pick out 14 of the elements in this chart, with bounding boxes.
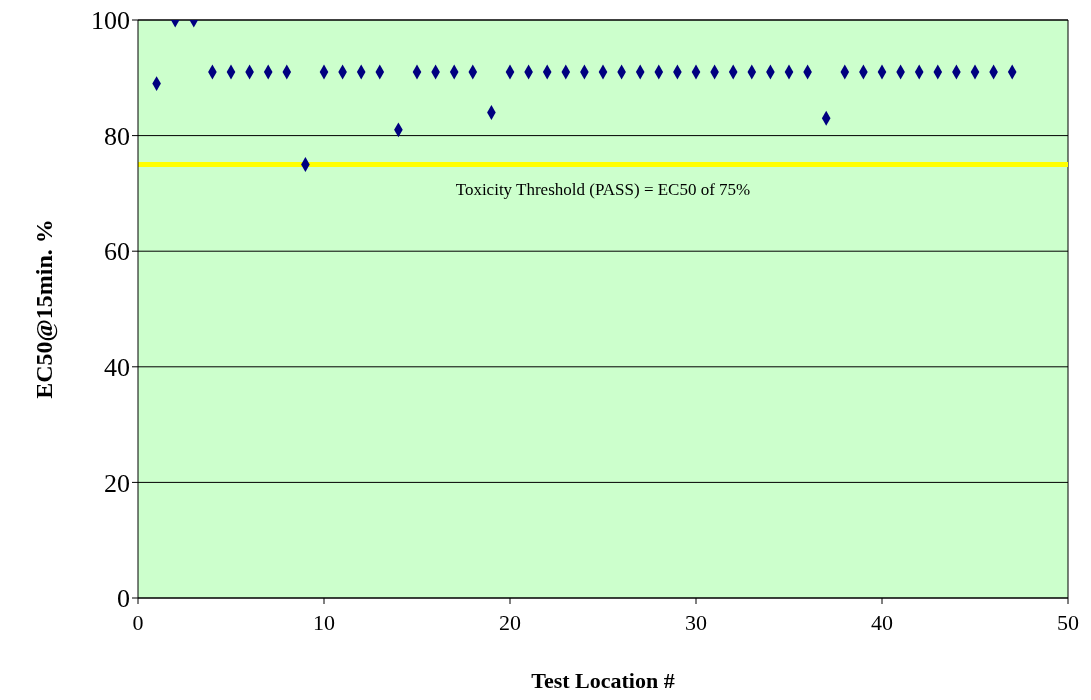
y-axis-title: EC50@15min. % [30,219,58,399]
x-tick-label: 10 [313,609,335,635]
y-tick-label: 60 [104,237,130,267]
y-tick-label: 80 [104,121,130,151]
x-tick-label: 30 [685,609,707,635]
x-axis-title: Test Location # [531,668,675,693]
y-tick-label: 20 [104,468,130,498]
y-tick-label: 100 [91,6,130,36]
y-tick-label: 0 [117,584,130,614]
x-tick-label: 20 [499,609,521,635]
x-tick-label: 40 [871,609,893,635]
y-tick-label: 40 [104,353,130,383]
x-tick-label: 50 [1057,609,1079,635]
ref-line-label: Toxicity Threshold (PASS) = EC50 of 75% [455,179,751,199]
